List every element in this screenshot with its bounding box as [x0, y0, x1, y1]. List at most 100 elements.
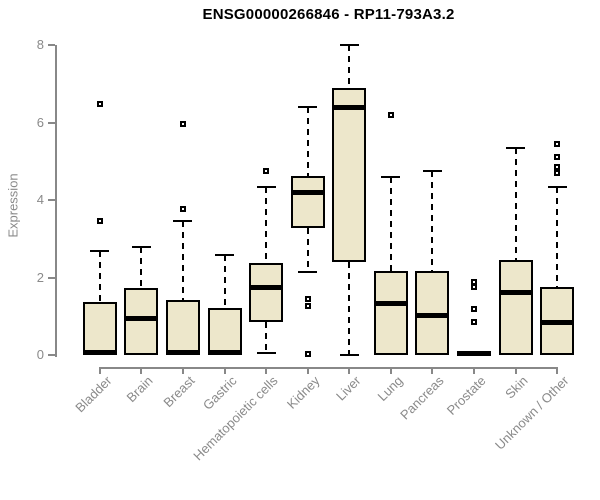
whisker-lower-cap [256, 352, 276, 355]
x-axis-label: Prostate [443, 373, 489, 418]
x-axis-tick [472, 367, 475, 374]
y-axis-tick [48, 276, 55, 279]
outlier-point [304, 296, 311, 303]
median-line [332, 104, 367, 110]
median-line [249, 285, 284, 291]
whisker-upper-cap [547, 186, 567, 189]
whisker-upper-cap [215, 253, 234, 256]
median-line [373, 300, 408, 306]
y-axis-tick-label: 6 [36, 114, 44, 130]
x-axis-label: Breast [160, 373, 198, 411]
median-line [82, 350, 117, 356]
x-axis-label: Gastric [199, 373, 240, 413]
y-axis-tick [48, 199, 55, 202]
median-line [498, 289, 533, 295]
x-axis-tick [306, 367, 309, 374]
x-axis-tick [514, 367, 517, 374]
x-axis-label: Bladder [72, 373, 115, 416]
x-axis-tick [265, 367, 268, 374]
y-axis-tick-label: 8 [36, 37, 44, 53]
y-axis-tick-label: 4 [36, 192, 44, 208]
y-axis-tick-label: 2 [36, 269, 44, 285]
whisker-lower-cap [298, 271, 318, 274]
box-iqr [249, 262, 284, 323]
outlier-point [470, 305, 477, 312]
x-axis-label: Liver [333, 373, 364, 404]
x-axis-label: Lung [374, 373, 406, 405]
median-line [540, 319, 575, 325]
whisker-upper-cap [381, 176, 401, 179]
x-axis-tick [556, 367, 559, 374]
median-line [415, 312, 450, 318]
x-axis-tick [431, 367, 434, 374]
outlier-point [554, 170, 561, 177]
outlier-point [470, 319, 477, 326]
box-iqr [332, 88, 367, 263]
box-iqr [415, 270, 450, 355]
x-axis-label: Unknown / Other [492, 373, 572, 453]
outlier-point [554, 154, 561, 161]
whisker-upper-cap [131, 245, 151, 248]
outlier-point [554, 164, 561, 171]
box-iqr [207, 308, 242, 356]
outlier-point [470, 283, 477, 290]
whisker-upper-line [431, 170, 434, 271]
box-iqr [498, 260, 533, 355]
x-axis-tick [348, 367, 351, 374]
y-axis-tick [48, 44, 55, 47]
outlier-point [387, 112, 394, 119]
whisker-upper-cap [506, 146, 525, 149]
outlier-point [179, 120, 186, 127]
x-axis-tick [140, 367, 143, 374]
chart-title: ENSG00000266846 - RP11-793A3.2 [202, 6, 455, 23]
outlier-point [304, 302, 311, 309]
box-iqr [373, 270, 408, 355]
x-axis-label: Skin [501, 373, 531, 402]
whisker-upper-cap [422, 169, 442, 172]
box-iqr [290, 175, 325, 228]
x-axis-tick [389, 367, 392, 374]
whisker-upper-line [306, 107, 309, 176]
median-line [165, 350, 200, 356]
outlier-point [263, 167, 270, 174]
x-axis-tick [181, 367, 184, 374]
whisker-upper-line [181, 221, 184, 300]
whisker-upper-line [140, 246, 143, 289]
box-iqr [165, 299, 200, 356]
x-axis-tick [223, 367, 226, 374]
outlier-point [304, 351, 311, 358]
outlier-point [470, 278, 477, 285]
box-iqr [82, 302, 117, 356]
y-axis-tick [48, 354, 55, 357]
median-line [456, 351, 491, 357]
outlier-point [96, 217, 103, 224]
x-axis-tick [98, 367, 101, 374]
whisker-upper-cap [90, 249, 110, 252]
x-axis-line [99, 367, 558, 369]
whisker-lower-line [306, 227, 309, 273]
whisker-upper-line [556, 187, 559, 287]
outlier-point [96, 100, 103, 107]
whisker-lower-cap [339, 353, 359, 356]
y-axis-line [55, 45, 57, 357]
median-line [207, 350, 242, 356]
whisker-lower-line [348, 262, 351, 355]
median-line [124, 316, 159, 322]
outlier-point [554, 140, 561, 147]
whisker-upper-line [223, 254, 226, 309]
whisker-upper-line [98, 250, 101, 303]
whisker-upper-line [265, 187, 268, 263]
x-axis-label: Brain [123, 373, 156, 406]
whisker-upper-cap [256, 186, 276, 189]
x-axis-label: Pancreas [397, 373, 447, 423]
whisker-upper-cap [298, 106, 318, 109]
whisker-upper-line [514, 147, 517, 261]
whisker-upper-cap [173, 220, 193, 223]
whisker-upper-line [348, 44, 351, 89]
whisker-upper-line [389, 177, 392, 271]
x-axis-label: Kidney [283, 373, 323, 412]
whisker-lower-line [265, 322, 268, 354]
y-axis-tick-label: 0 [36, 347, 44, 363]
y-axis-tick [48, 121, 55, 124]
outlier-point [179, 206, 186, 213]
